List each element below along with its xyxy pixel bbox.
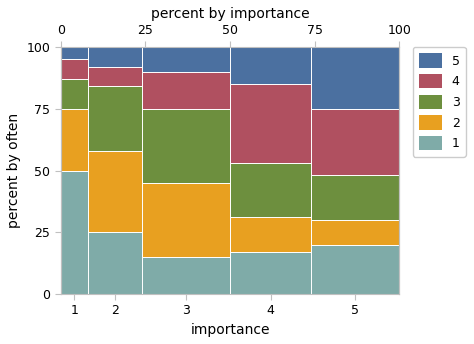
Bar <box>230 163 311 217</box>
Bar <box>311 109 400 175</box>
Legend: 5, 4, 3, 2, 1: 5, 4, 3, 2, 1 <box>413 47 466 157</box>
Bar <box>61 171 88 294</box>
Bar <box>311 245 400 294</box>
Bar <box>311 220 400 245</box>
Bar <box>88 232 142 294</box>
Bar <box>88 47 142 67</box>
Y-axis label: percent by often: percent by often <box>7 113 21 228</box>
X-axis label: percent by importance: percent by importance <box>151 7 310 21</box>
Bar <box>88 151 142 232</box>
Bar <box>142 183 230 257</box>
Bar <box>142 72 230 109</box>
Bar <box>88 86 142 151</box>
Bar <box>142 109 230 183</box>
Bar <box>311 47 400 109</box>
Bar <box>230 84 311 163</box>
Bar <box>61 79 88 109</box>
Bar <box>61 59 88 79</box>
Bar <box>230 217 311 252</box>
Bar <box>142 257 230 294</box>
Bar <box>230 47 311 84</box>
Bar <box>61 47 88 59</box>
Bar <box>230 252 311 294</box>
X-axis label: importance: importance <box>191 323 270 337</box>
Bar <box>88 67 142 86</box>
Bar <box>311 175 400 220</box>
Bar <box>142 47 230 72</box>
Bar <box>61 109 88 171</box>
